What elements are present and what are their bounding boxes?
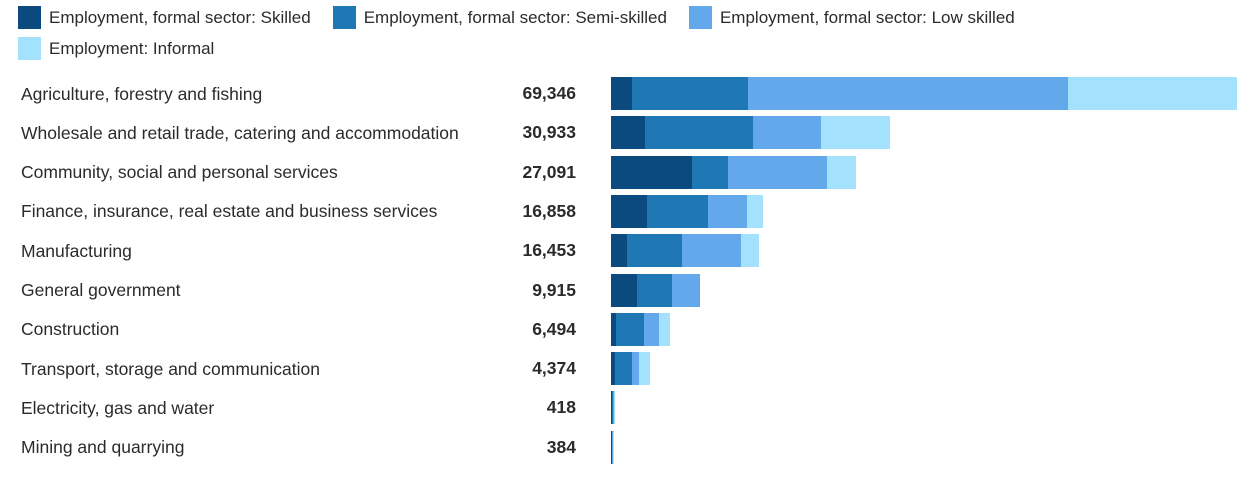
bar-segment-1[interactable]	[611, 273, 637, 307]
chart-row: Electricity, gas and water 418	[0, 390, 1237, 429]
bar-segment-4[interactable]	[826, 155, 856, 189]
legend-label: Employment, formal sector: Semi-skilled	[363, 7, 667, 27]
total-value-label: 30,933	[522, 122, 576, 143]
bar-segment-1[interactable]	[611, 312, 616, 346]
stacked-bar[interactable]	[611, 273, 701, 307]
legend-item[interactable]: Employment, formal sector: Low skilled	[688, 6, 1015, 29]
bar-segment-1[interactable]	[611, 430, 612, 464]
bar-segment-3[interactable]	[643, 312, 659, 346]
bar-segment-4[interactable]	[613, 391, 615, 425]
chart-row: Agriculture, forestry and fishing 69,346	[0, 76, 1237, 115]
legend-swatch	[688, 6, 712, 29]
stacked-bar[interactable]	[611, 352, 651, 386]
total-value-label: 418	[546, 397, 576, 418]
total-value-label: 384	[546, 436, 576, 457]
bar-segment-3[interactable]	[682, 234, 742, 268]
chart-row: Wholesale and retail trade, catering and…	[0, 115, 1237, 154]
bar-segment-2[interactable]	[614, 352, 632, 386]
total-value-label: 27,091	[522, 161, 576, 182]
bar-segment-3[interactable]	[671, 273, 701, 307]
bar-segment-3[interactable]	[612, 430, 614, 464]
total-value-label: 9,915	[532, 279, 576, 300]
chart-row: Mining and quarrying 384	[0, 430, 1237, 469]
stacked-bar[interactable]	[611, 194, 764, 228]
total-value-label: 69,346	[522, 83, 576, 103]
chart-row: Transport, storage and communication 4,37…	[0, 351, 1237, 390]
stacked-bar[interactable]	[611, 430, 615, 464]
bar-segment-1[interactable]	[611, 116, 645, 150]
bar-segment-1[interactable]	[611, 77, 632, 110]
category-label: Construction	[21, 319, 120, 340]
bar-segment-3[interactable]	[753, 116, 822, 150]
category-label: Manufacturing	[21, 240, 132, 261]
bar-segment-2[interactable]	[647, 194, 708, 228]
legend-swatch	[332, 6, 356, 29]
bar-segment-3[interactable]	[631, 352, 640, 386]
bar-segment-4[interactable]	[658, 312, 670, 346]
bar-segment-2[interactable]	[631, 77, 749, 110]
bar-segment-4[interactable]	[639, 352, 651, 386]
bar-segment-3[interactable]	[748, 77, 1069, 110]
bar-segment-2[interactable]	[644, 116, 754, 150]
legend-swatch	[18, 37, 41, 60]
stacked-bar[interactable]	[611, 116, 891, 150]
stacked-bar[interactable]	[611, 312, 670, 346]
bar-segment-2[interactable]	[615, 312, 644, 346]
legend-label: Employment: Informal	[49, 38, 215, 58]
category-label: Transport, storage and communication	[21, 358, 320, 379]
bar-segment-4[interactable]	[613, 430, 615, 464]
legend-label: Employment, formal sector: Low skilled	[719, 7, 1015, 27]
total-value-label: 4,374	[532, 358, 576, 379]
category-label: Mining and quarrying	[21, 437, 185, 458]
bar-segment-1[interactable]	[611, 155, 693, 189]
category-label: Electricity, gas and water	[21, 397, 215, 418]
stacked-bar[interactable]	[611, 391, 615, 425]
legend-swatch	[18, 6, 41, 29]
bar-segment-4[interactable]	[1068, 77, 1237, 110]
chart-row: Manufacturing 16,453	[0, 233, 1237, 272]
bar-segment-2[interactable]	[611, 430, 613, 464]
bar-segment-1[interactable]	[611, 234, 628, 268]
legend-item[interactable]: Employment, formal sector: Semi-skilled	[332, 6, 667, 29]
bar-segment-2[interactable]	[636, 273, 672, 307]
bar-segment-3[interactable]	[707, 194, 747, 228]
stacked-bar[interactable]	[611, 77, 1237, 110]
total-value-label: 16,858	[522, 200, 576, 221]
category-label: Wholesale and retail trade, catering and…	[21, 122, 459, 143]
legend-label: Employment, formal sector: Skilled	[49, 7, 311, 27]
stacked-bar[interactable]	[611, 234, 760, 268]
category-label: Finance, insurance, real estate and busi…	[21, 201, 438, 222]
bar-segment-2[interactable]	[611, 391, 613, 425]
total-value-label: 16,453	[522, 240, 576, 261]
stacked-bar[interactable]	[611, 155, 856, 189]
bar-segment-3[interactable]	[727, 155, 827, 189]
bar-segment-1[interactable]	[611, 391, 612, 425]
chart-row: General government 9,915	[0, 273, 1237, 312]
category-label: General government	[21, 280, 181, 300]
bar-segment-4[interactable]	[821, 116, 891, 150]
bar-segment-2[interactable]	[627, 234, 683, 268]
legend-item[interactable]: Employment: Informal	[18, 37, 214, 60]
total-value-label: 6,494	[532, 318, 576, 339]
category-label: Community, social and personal services	[21, 162, 338, 183]
chart-legend: Employment, formal sector: Skilled Employ…	[18, 6, 1218, 60]
chart-row: Finance, insurance, real estate and busi…	[0, 194, 1237, 233]
bar-segment-4[interactable]	[741, 234, 760, 268]
chart-row: Community, social and personal services 2…	[0, 155, 1237, 194]
bar-segment-3[interactable]	[612, 391, 614, 425]
bar-segment-4[interactable]	[746, 194, 764, 228]
bar-segment-1[interactable]	[611, 194, 648, 228]
legend-item[interactable]: Employment, formal sector: Skilled	[18, 6, 311, 29]
category-label: Agriculture, forestry and fishing	[21, 83, 263, 104]
bar-segment-2[interactable]	[692, 155, 728, 189]
bar-segment-1[interactable]	[611, 352, 615, 386]
chart-row: Construction 6,494	[0, 312, 1237, 351]
